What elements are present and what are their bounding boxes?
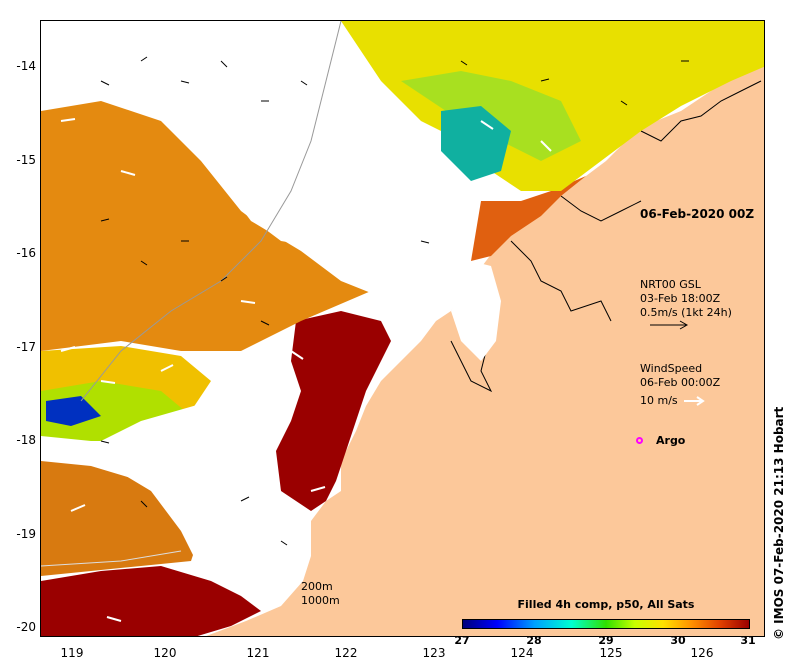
- contour-200m-label: 200m: [301, 580, 333, 593]
- current-arrow: [220, 60, 228, 68]
- lat-label-14: -14: [16, 59, 36, 73]
- sst-hot-south: [41, 566, 261, 636]
- colorbar-tick: 28: [526, 634, 542, 647]
- sst-cold-blue: [46, 396, 101, 426]
- wind-arrows: [60, 118, 552, 622]
- current-arrow: [140, 500, 148, 508]
- contour-200m: [80, 21, 342, 402]
- current-arrow: [180, 80, 190, 84]
- lat-label-17: -17: [16, 340, 36, 354]
- wind-arrow: [120, 170, 136, 176]
- current-arrow: [280, 540, 288, 546]
- sst-orange-east: [471, 176, 586, 261]
- colorbar-tick: 29: [598, 634, 614, 647]
- sst-warm-southwest: [41, 461, 201, 576]
- wind-arrow: [310, 486, 326, 492]
- wind-arrow: [106, 616, 122, 622]
- wind-arrow: [100, 380, 116, 384]
- wind-arrow: [60, 118, 76, 122]
- lon-label-126: 126: [690, 646, 714, 660]
- sst-cool-patch: [441, 106, 511, 181]
- colorbar-tick: 31: [740, 634, 756, 647]
- sst-hot-region: [276, 311, 391, 511]
- cloud-gap-east-coast: [451, 261, 501, 361]
- sst-map-svg: [41, 21, 764, 636]
- colorbar: [462, 619, 750, 629]
- wind-arrow: [480, 120, 494, 130]
- date-title: 06-Feb-2020 00Z: [640, 207, 755, 221]
- wind-time-label: 06-Feb 00:00Z: [640, 376, 721, 389]
- current-arrow: [100, 218, 110, 222]
- current-arrow: [620, 100, 628, 106]
- current-arrow: [100, 440, 110, 444]
- wind-arrow: [60, 346, 76, 352]
- wind-arrow: [240, 300, 256, 304]
- sst-map: [40, 20, 765, 637]
- argo-marker: [636, 437, 643, 444]
- argo-label: Argo: [656, 434, 686, 447]
- lon-label-122: 122: [334, 646, 358, 660]
- lon-label-120: 120: [153, 646, 177, 660]
- current-arrow: [540, 78, 550, 82]
- cloud-gap-central: [191, 41, 471, 301]
- wind-arrow: [290, 350, 304, 360]
- lat-label-20: -20: [16, 620, 36, 634]
- current-arrow: [100, 80, 110, 86]
- lon-label-123: 123: [422, 646, 446, 660]
- lon-label-119: 119: [60, 646, 84, 660]
- current-arrow: [140, 260, 148, 266]
- current-scale-label: 0.5m/s (1kt 24h): [640, 306, 732, 319]
- current-scale-arrow: [650, 320, 689, 330]
- wind-arrow: [160, 364, 174, 372]
- current-product-label: NRT00 GSL: [640, 278, 701, 291]
- sst-warm-west: [41, 101, 371, 351]
- current-time-label: 03-Feb 18:00Z: [640, 292, 721, 305]
- wind-arrow: [70, 504, 86, 512]
- wind-scale-arrow: [684, 396, 705, 406]
- lon-label-124: 124: [510, 646, 534, 660]
- lat-label-15: -15: [16, 153, 36, 167]
- lat-label-16: -16: [16, 246, 36, 260]
- lon-label-125: 125: [599, 646, 623, 660]
- current-arrow: [240, 496, 250, 502]
- wind-label: WindSpeed: [640, 362, 703, 375]
- coastline-inlets: [450, 80, 762, 393]
- colorbar-tick: 27: [454, 634, 470, 647]
- cloud-gap-south: [41, 401, 301, 591]
- contour-1000m: [41, 550, 182, 567]
- lon-label-121: 121: [246, 646, 270, 660]
- colorbar-tick: 30: [670, 634, 686, 647]
- contour-1000m-label: 1000m: [301, 594, 340, 607]
- lat-label-18: -18: [16, 433, 36, 447]
- current-arrow: [140, 56, 148, 62]
- current-arrow: [300, 80, 308, 86]
- current-arrow: [460, 60, 468, 66]
- current-arrow: [260, 320, 270, 326]
- current-arrow: [220, 276, 228, 282]
- current-arrows: [100, 56, 689, 546]
- wind-scale-label: 10 m/s: [640, 394, 678, 407]
- imos-credit: © IMOS 07-Feb-2020 21:13 Hobart: [772, 406, 786, 640]
- lat-label-19: -19: [16, 527, 36, 541]
- current-arrow: [420, 240, 430, 244]
- colorbar-title: Filled 4h comp, p50, All Sats: [517, 598, 695, 611]
- wind-arrow: [540, 140, 552, 152]
